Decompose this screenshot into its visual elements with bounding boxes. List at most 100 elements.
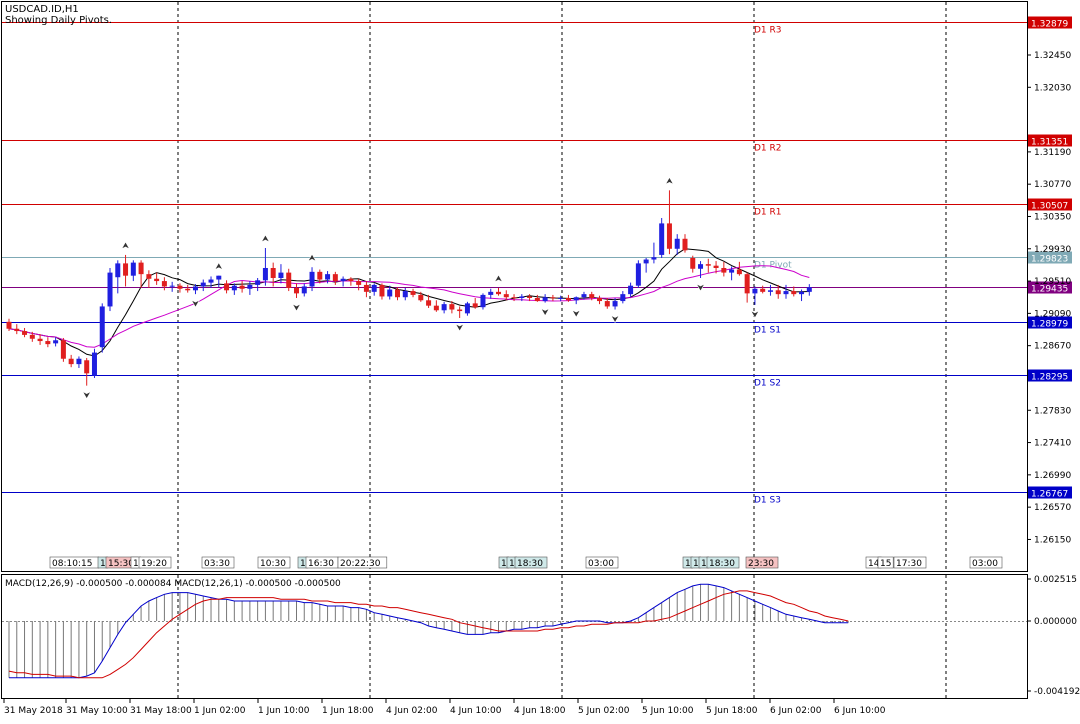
fractal-arrows [81,176,760,400]
candle-body [659,223,665,255]
session-label-text: 14 [868,559,880,569]
candle [356,278,362,291]
candle-body [604,301,610,307]
candle [262,248,268,286]
candle-body [224,283,230,291]
pivot-price-tag [1028,134,1072,147]
price-tick-label: 1.32450 [1034,51,1071,61]
candle-body [729,269,735,273]
candle-body [115,263,121,278]
candle-body [138,262,144,275]
candle [91,348,97,378]
candle-body [503,294,509,298]
subtitle-label: Showing Daily Pivots. [5,15,112,26]
candle [705,258,711,273]
candle-body [791,291,797,295]
candle [527,294,533,302]
candle [402,287,408,301]
candle [721,261,727,277]
fractal-up-arrow [120,241,131,250]
candle-body [542,297,548,302]
session-label-text: 1 [501,559,507,569]
candle [99,303,105,353]
candle [348,277,354,286]
fractal-down-arrow [610,314,620,324]
price-tick-label: 1.27830 [1034,406,1071,416]
candle-body [558,297,564,299]
time-tick-label: 4 Jun 18:00 [514,706,566,716]
candle-body [643,259,649,264]
ma-fast-line [8,248,810,357]
time-tick-label: 5 Jun 18:00 [706,706,758,716]
candle-body [29,334,35,339]
price-tick-label: 1.30770 [1034,180,1071,190]
candle-body [410,291,416,295]
candle [332,271,338,285]
time-tick-label: 5 Jun 10:00 [642,706,694,716]
candle [161,277,167,291]
price-tick-label: 1.32030 [1034,83,1071,93]
candle [775,284,781,299]
candle [53,337,59,347]
candles [6,190,812,386]
candle-body [721,267,727,273]
candle [698,261,704,278]
candle [146,270,152,288]
candle [216,275,222,288]
macd-tick-label: -0.004192 [1034,687,1080,697]
time-tick-label: 1 Jun 02:00 [194,706,246,716]
pivot-price-label: 1.28295 [1031,373,1068,383]
candle-body [472,303,478,308]
ma-slow-line [8,265,810,348]
session-label-text: 03:30 [204,559,230,569]
fractal-down-arrow [190,299,201,308]
candle [426,294,432,308]
candle-body [177,285,183,289]
candle-body [60,340,66,359]
candle-body [783,291,789,295]
time-tick-label: 6 Jun 02:00 [770,706,822,716]
candle [224,280,230,294]
candle-body [99,306,105,348]
pivot-price-label: 1.26767 [1031,490,1068,500]
macd-panel-frame [1,574,1028,699]
pivot-price-tag [1028,369,1072,382]
pivot-name: D1 S1 [754,326,781,336]
moving-averages [8,248,810,357]
fractal-down-arrow [571,309,581,318]
candle-body [496,291,502,295]
price-tick-label: 1.29930 [1034,245,1071,255]
session-label-text: 1 [509,559,515,569]
candle [200,279,206,292]
candle-body [332,274,338,282]
candle [363,281,369,298]
price-tick-label: 1.26570 [1034,503,1071,513]
macd-tick-label: 0.000000 [1034,617,1077,627]
candle-body [744,274,750,294]
current-price-label: 1.29435 [1031,285,1068,295]
time-tick-label: 4 Jun 02:00 [386,706,438,716]
candle [635,260,641,288]
candle-body [760,288,766,292]
pivot-price-tag [1028,198,1072,211]
candle [480,293,486,310]
candle-body [14,328,20,332]
candle-body [91,352,97,376]
candle [68,354,74,368]
session-label-box [893,556,927,569]
candle-body [348,278,354,282]
candle [713,261,719,274]
candle [433,300,439,312]
candle-body [192,286,198,291]
candle [628,282,634,298]
candle-body [340,278,346,282]
candle [550,294,556,302]
candle [589,291,595,301]
candle-body [146,274,152,279]
current-price-tag [1028,281,1072,294]
candle [744,272,750,303]
candle [123,254,129,287]
candle [620,291,626,304]
candle-body [426,300,432,306]
